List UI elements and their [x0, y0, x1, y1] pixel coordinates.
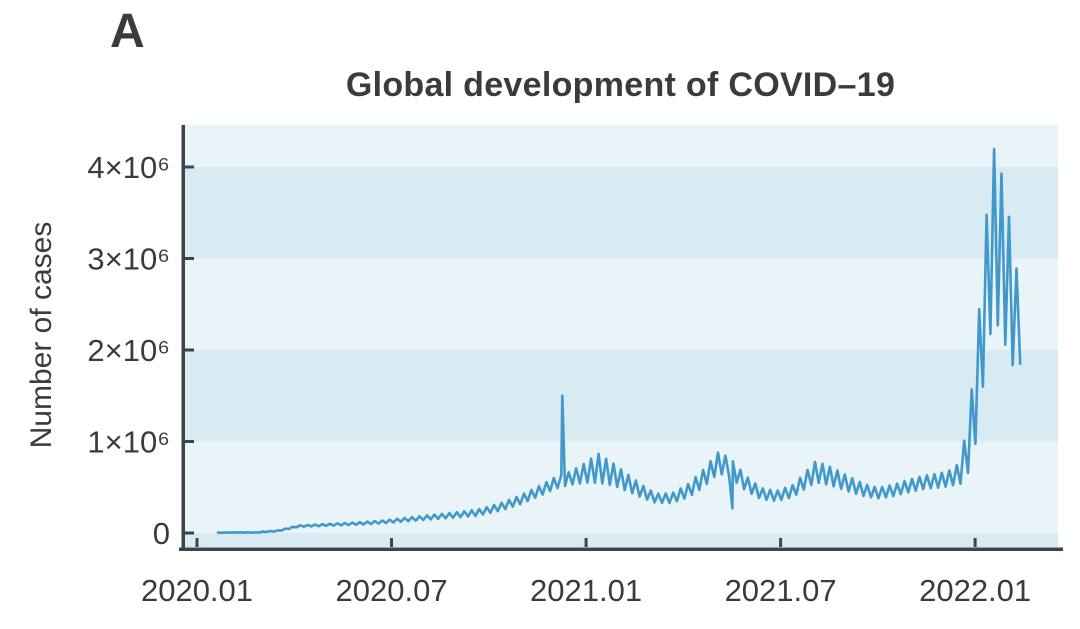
y-tick: [185, 256, 194, 260]
plot-band: [183, 533, 1058, 547]
plot-band: [183, 441, 1058, 534]
y-tick: [185, 440, 194, 443]
y-tick-label: 3×10⁶: [87, 241, 170, 276]
x-tick: [973, 538, 977, 547]
x-axis-line: [179, 547, 1063, 551]
x-tick-label: 2022.01: [919, 573, 1031, 608]
y-tick: [185, 348, 194, 352]
y-tick-label: 0: [153, 516, 170, 551]
y-tick: [185, 531, 194, 535]
plot-band: [183, 125, 1058, 167]
plot-band: [183, 166, 1058, 259]
x-tick-label: 2021.01: [530, 573, 642, 608]
y-tick-label: 1×10⁶: [87, 425, 170, 460]
y-axis-line: [181, 125, 185, 551]
x-tick-label: 2021.07: [725, 573, 837, 608]
plot-band: [183, 349, 1058, 442]
x-tick-label: 2020.07: [336, 573, 448, 608]
x-tick: [390, 538, 394, 547]
x-tick-label: 2020.01: [141, 573, 253, 608]
x-tick: [195, 538, 199, 547]
x-tick: [584, 538, 588, 547]
chart-title: Global development of COVID–19: [345, 66, 896, 104]
plot-band: [183, 258, 1058, 350]
y-tick: [185, 165, 194, 169]
panel-label: A: [110, 5, 145, 58]
series-line: [216, 147, 1022, 535]
x-tick: [779, 538, 783, 547]
y-tick-label: 2×10⁶: [87, 333, 170, 368]
y-tick-label: 4×10⁶: [87, 150, 170, 185]
